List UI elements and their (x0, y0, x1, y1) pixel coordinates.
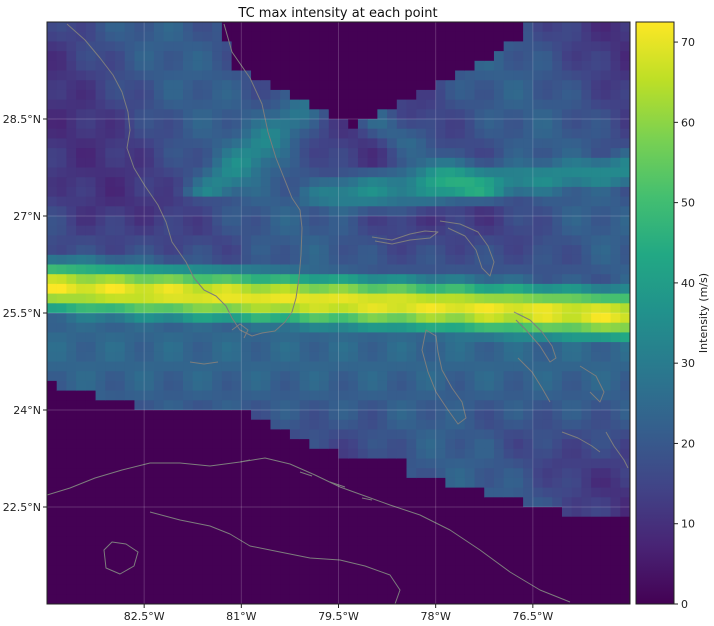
coastline-florida-keys (189, 323, 249, 365)
colorbar-tick-label: 50 (681, 197, 695, 210)
coastline-cuba-south (149, 511, 401, 604)
coastlines (47, 23, 629, 604)
y-tick-label: 25.5°N (3, 307, 41, 320)
coastline-long-island (579, 365, 605, 403)
x-tick-label: 79.5°W (318, 610, 359, 623)
colorbar-label: Intensity (m/s) (697, 273, 710, 353)
colorbar-tick-label: 30 (681, 357, 695, 370)
coastline-eleuthera (513, 311, 557, 363)
colorbar-frame (635, 21, 675, 605)
y-tick-label: 22.5°N (3, 501, 41, 514)
colorbar-tick-label: 60 (681, 116, 695, 129)
y-tick-label: 27°N (13, 210, 41, 223)
colorbar-tick-label: 20 (681, 437, 695, 450)
y-tick-label: 24°N (13, 404, 41, 417)
coastline-south-islands (561, 431, 629, 469)
x-axis: 82.5°W 81°W 79.5°W 78°W 76.5°W (124, 604, 553, 623)
coastline-andros (421, 329, 467, 425)
y-axis: 28.5°N 27°N 25.5°N 24°N 22.5°N (3, 113, 47, 514)
x-tick-label: 81°W (226, 610, 256, 623)
coastline-cuba-keys (239, 459, 373, 501)
coastline-exumas (517, 357, 551, 403)
coastline-florida (66, 23, 303, 337)
gridlines (47, 22, 630, 604)
x-tick-label: 82.5°W (124, 610, 165, 623)
colorbar-tick-label: 10 (681, 518, 695, 531)
x-tick-label: 78°W (420, 610, 450, 623)
colorbar-tick-label: 70 (681, 36, 695, 49)
colorbar-gradient (636, 22, 674, 604)
x-tick-label: 76.5°W (512, 610, 553, 623)
intensity-heatmap (47, 22, 630, 604)
coastline-abaco (439, 220, 495, 277)
colorbar-tick-label: 0 (681, 598, 688, 611)
map-plot-area: 82.5°W 81°W 79.5°W 78°W 76.5°W 28.5°N 27°N 25.… (3, 21, 631, 623)
chart-title: TC max intensity at each point (237, 6, 437, 21)
coastline-cuba-north (47, 457, 571, 603)
colorbar-ticks: 0 10 20 30 40 50 60 70 (674, 36, 695, 611)
coastline-isla-juventud (103, 541, 139, 575)
y-tick-label: 28.5°N (3, 113, 41, 126)
colorbar: 0 10 20 30 40 50 60 70 Intensity (m/s) (635, 21, 710, 611)
coastline-grand-bahama (371, 230, 439, 245)
colorbar-tick-label: 40 (681, 277, 695, 290)
